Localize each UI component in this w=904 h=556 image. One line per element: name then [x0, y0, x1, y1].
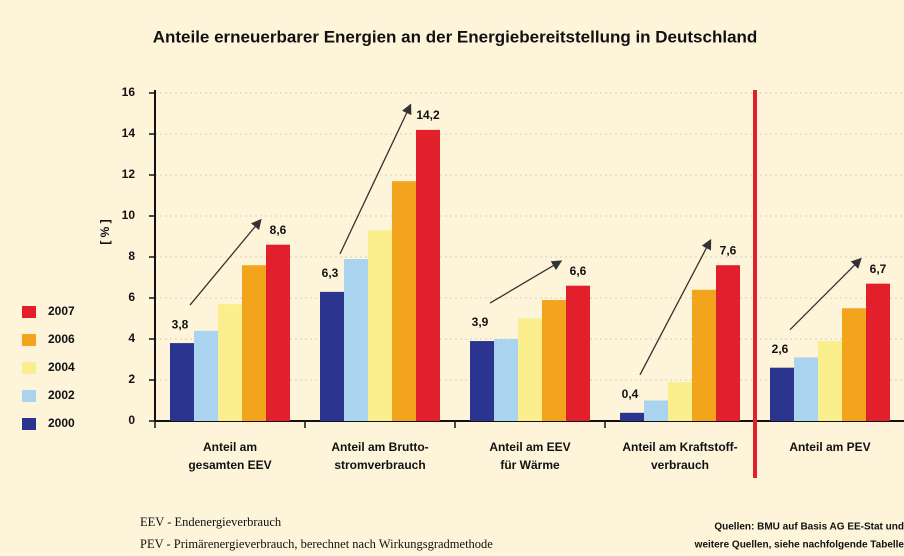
data-label: 7,6 [720, 243, 737, 257]
y-tick-label: 0 [128, 413, 135, 427]
bar [620, 412, 644, 421]
bar [170, 343, 194, 421]
data-label: 6,3 [322, 266, 339, 280]
bar [368, 230, 392, 421]
legend-label: 2004 [48, 360, 75, 374]
data-label: 3,8 [172, 317, 189, 331]
source: Quellen: BMU auf Basis AG EE-Stat und [714, 522, 904, 533]
data-label: 14,2 [416, 108, 440, 122]
trend-arrow [339, 103, 412, 255]
bar [644, 400, 668, 421]
x-tick-label: für Wärme [500, 458, 560, 472]
bar [770, 367, 794, 421]
source: weitere Quellen, siehe nachfolgende Tabe… [694, 540, 904, 551]
data-label: 6,6 [570, 264, 587, 278]
bar [866, 283, 890, 421]
x-tick-label: Anteil am EEV [489, 440, 570, 454]
bar [494, 339, 518, 421]
data-label: 3,9 [472, 315, 489, 329]
bar [716, 265, 740, 421]
footnote: PEV - Primärenergieverbrauch, berechnet … [140, 537, 493, 551]
x-tick-label: stromverbrauch [334, 458, 425, 472]
x-tick-label: Anteil am Kraftstoff- [622, 440, 737, 454]
y-tick-label: 12 [122, 167, 136, 181]
bar [668, 382, 692, 421]
bar [566, 285, 590, 421]
x-tick-label: Anteil am Brutto- [331, 440, 428, 454]
bar [416, 129, 440, 421]
bar [392, 181, 416, 421]
bar [218, 304, 242, 421]
bar [842, 308, 866, 421]
y-tick-label: 8 [128, 249, 135, 263]
trend-arrow [489, 260, 563, 304]
legend-label: 2000 [48, 416, 75, 430]
y-tick-label: 4 [128, 331, 135, 345]
data-label: 6,7 [870, 262, 887, 276]
y-axis-label: [ % ] [98, 219, 112, 244]
bar [692, 289, 716, 421]
bar [518, 318, 542, 421]
x-tick-label: Anteil am [203, 440, 257, 454]
bar [542, 300, 566, 421]
legend-label: 2006 [48, 332, 75, 346]
data-label: 2,6 [772, 342, 789, 356]
bar [242, 265, 266, 421]
legend-label: 2002 [48, 388, 75, 402]
legend-swatch [22, 390, 36, 402]
y-tick-label: 16 [122, 85, 136, 99]
trend-arrow [639, 238, 712, 376]
data-label: 0,4 [622, 387, 639, 401]
bar [470, 341, 494, 421]
footnote: EEV - Endenergieverbrauch [140, 515, 282, 529]
legend-label: 2007 [48, 304, 75, 318]
trend-arrow [189, 218, 262, 306]
bar [266, 244, 290, 421]
y-tick-label: 14 [122, 126, 136, 140]
x-tick-label: verbrauch [651, 458, 709, 472]
legend-swatch [22, 306, 36, 318]
bar [794, 357, 818, 421]
y-tick-label: 6 [128, 290, 135, 304]
bar [818, 341, 842, 421]
legend-swatch [22, 334, 36, 346]
bar [320, 291, 344, 421]
bar [344, 259, 368, 421]
legend-swatch [22, 362, 36, 374]
chart-title: Anteile erneuerbarer Energien an der Ene… [153, 27, 758, 46]
y-tick-label: 10 [122, 208, 136, 222]
y-tick-label: 2 [128, 372, 135, 386]
x-tick-label: gesamten EEV [188, 458, 271, 472]
x-tick-label: Anteil am PEV [789, 440, 870, 454]
data-label: 8,6 [270, 223, 287, 237]
trend-arrow [789, 257, 862, 331]
bar [194, 330, 218, 421]
legend-swatch [22, 418, 36, 430]
